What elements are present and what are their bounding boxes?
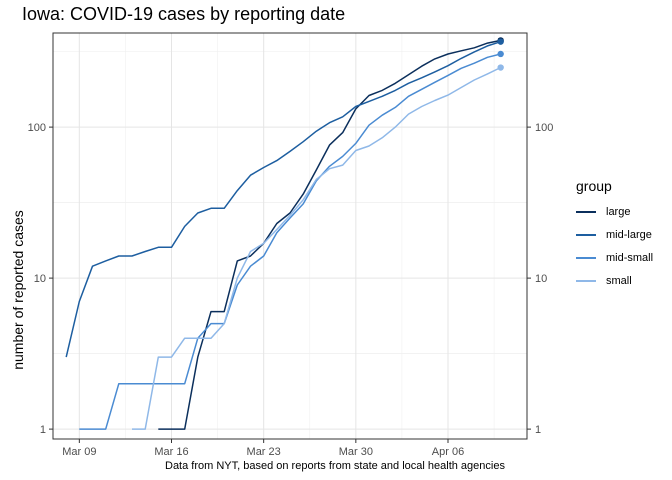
legend: group large mid-large mid-small small [576, 178, 653, 292]
x-tick-label: Mar 16 [154, 446, 188, 458]
legend-title: group [576, 178, 612, 194]
x-tick-label: Apr 06 [432, 446, 464, 458]
legend-label-large: large [606, 205, 631, 218]
chart-caption: Data from NYT, based on reports from sta… [165, 460, 505, 472]
series-line-large [158, 39, 501, 430]
chart-title: Iowa: COVID-19 cases by reporting date [22, 4, 346, 24]
legend-item-mid-large: mid-large [576, 223, 653, 246]
series-endpoint-mid-small [497, 50, 504, 58]
y-tick-label-left: 1 [40, 424, 46, 436]
legend-key-small [576, 279, 596, 282]
legend-item-mid-small: mid-small [576, 246, 653, 269]
y-tick-label-right: 100 [535, 122, 553, 134]
legend-item-small: small [576, 269, 653, 292]
x-tick-label: Mar 09 [62, 446, 96, 458]
legend-key-mid-small [576, 256, 596, 259]
y-tick-label-left: 10 [34, 273, 46, 285]
legend-label-mid-small: mid-small [606, 251, 654, 264]
legend-item-large: large [576, 200, 653, 223]
y-tick-label-left: 100 [28, 122, 46, 134]
y-tick-label-right: 10 [535, 273, 547, 285]
x-tick-label: Mar 30 [339, 446, 373, 458]
series-line-small [132, 66, 502, 430]
y-tick-label-right: 1 [535, 424, 541, 436]
series-endpoint-small [497, 64, 504, 71]
legend-label-small: small [606, 274, 632, 287]
legend-label-mid-large: mid-large [606, 228, 652, 241]
series-line-mid-small [79, 53, 501, 430]
x-tick-label: Mar 23 [247, 446, 281, 458]
series-endpoint-mid-large [497, 38, 504, 45]
legend-key-mid-large [576, 233, 596, 236]
legend-key-large [576, 210, 596, 213]
series-line-mid-large [65, 40, 501, 358]
